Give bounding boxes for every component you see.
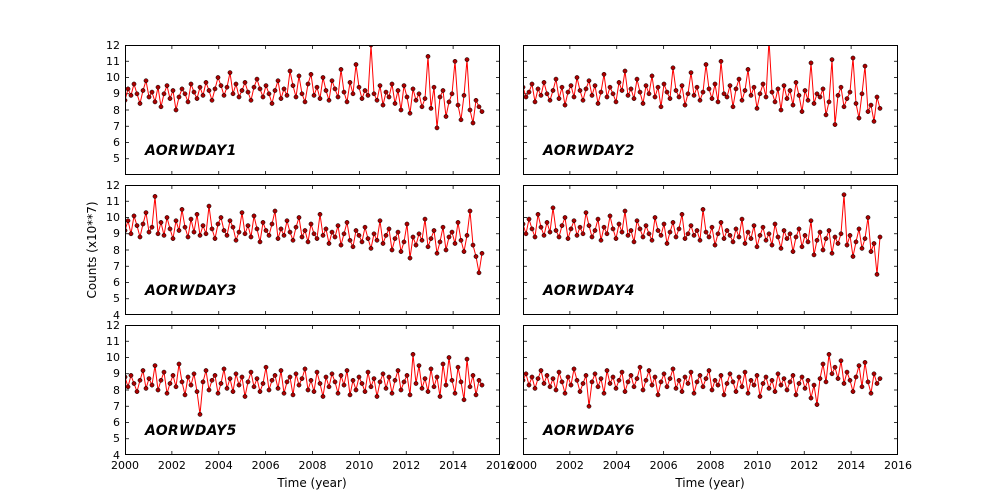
y-tick-label: 12 (106, 178, 120, 192)
panel-aorwday3: AORWDAY3 12 11 10 9 8 7 6 5 4 (106, 179, 500, 322)
y-tick-label: 7 (113, 119, 120, 133)
y-tick-label: 4 (113, 448, 120, 462)
y-tick-label: 10 (106, 71, 120, 84)
y-tick-label: 11 (106, 334, 120, 348)
y-tick-label: 11 (106, 194, 120, 208)
x-tick-label: 2004 (602, 459, 631, 472)
y-tick-label: 9 (113, 367, 120, 381)
panel-label-aorwday3: AORWDAY3 (145, 283, 237, 299)
x-axis-label-left: Time (year) (277, 476, 347, 490)
x-axis-label-right: Time (year) (675, 476, 745, 490)
y-tick-label: 5 (113, 152, 120, 166)
panel-aorwday6: AORWDAY6 2000 2002 2004 2006 2008 2010 2012 201… (509, 325, 912, 472)
series-markers (523, 192, 883, 277)
panel-aorwday1: AORWDAY1 12 11 10 9 8 7 6 5 (106, 39, 500, 175)
x-tick-label: 2002 (555, 459, 584, 472)
plot-area-aorwday4 (523, 185, 898, 315)
series-markers (523, 351, 883, 409)
panel-aorwday2: AORWDAY2 (523, 45, 898, 175)
series-markers (125, 45, 485, 131)
x-tick-label: 2008 (298, 459, 327, 472)
series-markers (523, 55, 883, 127)
y-tick-label: 12 (106, 318, 120, 332)
plot-frame (523, 325, 898, 455)
y-tick-label: 8 (113, 383, 120, 397)
panel-label-aorwday6: AORWDAY6 (543, 423, 635, 439)
x-tick-label: 2008 (696, 459, 725, 472)
plot-area-aorwday3 (125, 185, 500, 315)
axis-ticks (523, 325, 898, 455)
plot-frame (125, 45, 500, 175)
x-tick-label: 2006 (649, 459, 678, 472)
y-tick-label: 8 (113, 103, 120, 117)
y-tick-label: 9 (113, 87, 120, 101)
plot-area-aorwday2 (523, 45, 898, 175)
panel-label-aorwday5: AORWDAY5 (145, 423, 237, 439)
x-tick-label: 2016 (486, 459, 514, 472)
panel-label-aorwday1: AORWDAY1 (145, 143, 237, 159)
x-tick-label: 2000 (509, 459, 537, 472)
panel-label-aorwday4: AORWDAY4 (543, 283, 635, 299)
plot-frame (125, 185, 500, 315)
y-tick-label: 6 (113, 276, 120, 289)
y-tick-label: 8 (113, 243, 120, 257)
x-tick-label: 2016 (884, 459, 912, 472)
series-markers (125, 194, 485, 276)
y-tick-label: 5 (113, 292, 120, 306)
x-tick-label: 2006 (251, 459, 280, 472)
panel-aorwday5: AORWDAY5 12 11 10 9 8 7 6 5 4 2000 2002 2004 2006 200… (106, 319, 514, 473)
plot-area-aorwday1 (125, 45, 500, 175)
y-tick-label: 11 (106, 54, 120, 68)
panel-aorwday4: AORWDAY4 (523, 185, 898, 315)
y-tick-label: 12 (106, 38, 120, 52)
plot-area-aorwday6 (523, 325, 898, 455)
x-tick-label: 2010 (743, 459, 772, 472)
y-tick-label: 10 (106, 211, 120, 224)
series-markers (125, 351, 485, 417)
plot-frame (523, 185, 898, 315)
x-tick-label: 2012 (790, 459, 819, 472)
plot-frame (523, 45, 898, 175)
y-tick-label: 5 (113, 432, 120, 446)
plot-area-aorwday5 (125, 325, 500, 455)
y-tick-label: 6 (113, 416, 120, 429)
y-tick-label: 7 (113, 399, 120, 413)
x-tick-label: 2010 (345, 459, 374, 472)
y-tick-label: 10 (106, 351, 120, 364)
x-tick-label: 2014 (837, 459, 866, 472)
y-tick-label: 9 (113, 227, 120, 241)
x-tick-label: 2000 (111, 459, 139, 472)
y-tick-label: 6 (113, 136, 120, 149)
panel-label-aorwday2: AORWDAY2 (543, 143, 635, 159)
series-line (125, 196, 483, 273)
y-tick-label: 7 (113, 259, 120, 273)
x-tick-label: 2004 (204, 459, 233, 472)
x-tick-label: 2002 (157, 459, 186, 472)
x-tick-label: 2012 (392, 459, 421, 472)
x-tick-label: 2014 (439, 459, 468, 472)
y-tick-label: 4 (113, 308, 120, 322)
plot-frame (125, 325, 500, 455)
